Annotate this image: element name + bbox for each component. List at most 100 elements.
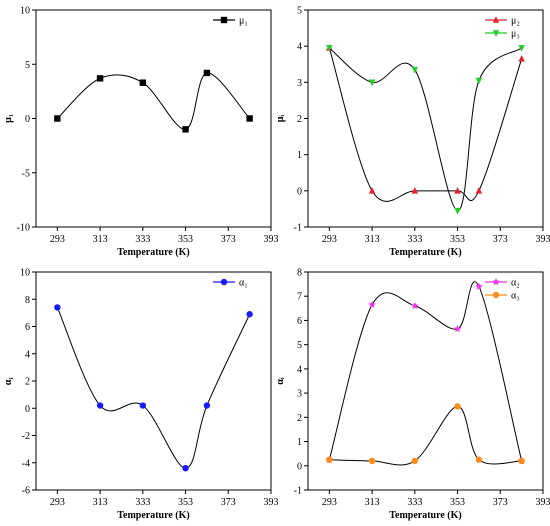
x-tick-label: 353 (178, 497, 193, 508)
x-tick-label: 333 (407, 497, 422, 508)
x-tick-label: 293 (50, 497, 65, 508)
data-point (182, 126, 189, 133)
data-point (454, 207, 461, 215)
x-tick-label: 393 (264, 497, 279, 508)
data-point (368, 187, 376, 194)
data-point (182, 465, 189, 472)
data-point (475, 77, 483, 85)
chart-4: 293 313 333 353 373 393 -1 0 1 2 3 4 5 6 7 8 Temperature… (275, 268, 550, 522)
y-axis-title: μ₁ (3, 114, 14, 123)
y-tick-label: 5 (297, 340, 302, 351)
y-tick-label: 1 (297, 437, 302, 448)
y-tick-label: -6 (22, 486, 30, 497)
data-point (453, 324, 462, 333)
legend-label: α₃ (511, 291, 520, 302)
data-point (368, 457, 376, 465)
y-axis-title: α₁ (3, 377, 14, 386)
data-point (368, 79, 376, 87)
legend-marker (492, 278, 500, 286)
data-point (54, 304, 61, 311)
y-tick-label: 2 (25, 377, 30, 388)
x-axis-title: Temperature (K) (117, 247, 190, 258)
y-tick-label: -10 (17, 223, 30, 234)
y-tick-label: -4 (22, 458, 30, 469)
data-point (139, 79, 147, 86)
x-tick-label: 293 (322, 234, 337, 245)
data-point (326, 456, 333, 463)
x-tick-label: 373 (221, 234, 236, 245)
x-tick-label: 373 (221, 497, 236, 508)
data-point (54, 115, 61, 122)
y-tick-label: -2 (22, 431, 30, 442)
y-tick-label: -1 (294, 223, 302, 234)
y-tick-label: -5 (22, 168, 30, 179)
data-point (246, 311, 253, 318)
data-point (475, 456, 483, 463)
data-point (139, 402, 147, 409)
data-point (454, 403, 461, 410)
legend-marker (220, 278, 228, 286)
x-tick-label: 353 (178, 234, 193, 245)
data-point (518, 45, 525, 52)
data-point (411, 187, 419, 194)
data-point (96, 75, 104, 82)
data-point (96, 402, 104, 409)
y-tick-label: 5 (25, 60, 30, 71)
x-tick-label: 353 (450, 234, 465, 245)
legend-label: α₁ (239, 278, 248, 289)
legend-marker (492, 291, 500, 299)
y-tick-label: 4 (297, 42, 302, 53)
x-tick-label: 313 (93, 497, 108, 508)
chart-1: 293 313 333 353 373 393 -10 -5 0 5 10 Temperature (… (3, 6, 279, 259)
series-line-1 (328, 47, 523, 202)
legend-label: α₂ (511, 278, 520, 289)
x-tick-label: 313 (93, 234, 108, 245)
series-line-1 (328, 281, 523, 462)
legend-label: μ₂ (511, 16, 520, 27)
x-axis-title: Temperature (K) (117, 510, 190, 521)
y-tick-label: 3 (297, 78, 302, 89)
y-tick-label: 4 (297, 364, 302, 375)
data-point (475, 282, 483, 290)
plot-frame (307, 271, 544, 491)
data-point (411, 457, 419, 465)
y-tick-label: 1 (297, 150, 302, 161)
series-line-1 (56, 307, 251, 469)
x-tick-label: 293 (50, 234, 65, 245)
y-axis-title: αᵢ (275, 377, 286, 385)
y-tick-label: 2 (297, 413, 302, 424)
y-tick-label: 0 (297, 461, 302, 472)
y-tick-label: 6 (25, 322, 30, 333)
legend-label: μ₁ (239, 16, 248, 27)
x-tick-label: 333 (407, 234, 422, 245)
legend-label: μ₃ (511, 29, 520, 40)
x-axis-title: Temperature (K) (389, 510, 462, 521)
y-tick-label: 8 (297, 268, 302, 279)
data-point (411, 301, 419, 310)
y-tick-label: 10 (20, 268, 30, 279)
y-tick-label: 4 (25, 349, 30, 360)
x-axis-title: Temperature (K) (389, 247, 462, 258)
chart-3: 293 313 333 353 373 393 -6 -4 -2 0 2 4 6 8 10 Temperatu… (3, 268, 279, 522)
data-point (246, 115, 253, 122)
legend-marker (492, 30, 500, 37)
series-line-1 (57, 72, 251, 130)
y-tick-label: 7 (297, 292, 302, 303)
y-tick-label: 3 (297, 389, 302, 400)
y-tick-label: 0 (297, 186, 302, 197)
series-line-2 (329, 405, 522, 466)
plot-frame (307, 9, 544, 228)
y-tick-label: 6 (297, 316, 302, 327)
data-point (518, 457, 525, 465)
data-point (454, 187, 461, 194)
x-tick-label: 393 (536, 234, 550, 245)
data-point (411, 66, 419, 74)
plot-frame (35, 9, 272, 228)
x-tick-label: 393 (264, 234, 279, 245)
y-tick-label: 8 (25, 295, 30, 306)
x-tick-label: 373 (493, 497, 508, 508)
data-point (518, 55, 525, 62)
data-point (368, 300, 376, 308)
legend-marker (220, 16, 228, 24)
